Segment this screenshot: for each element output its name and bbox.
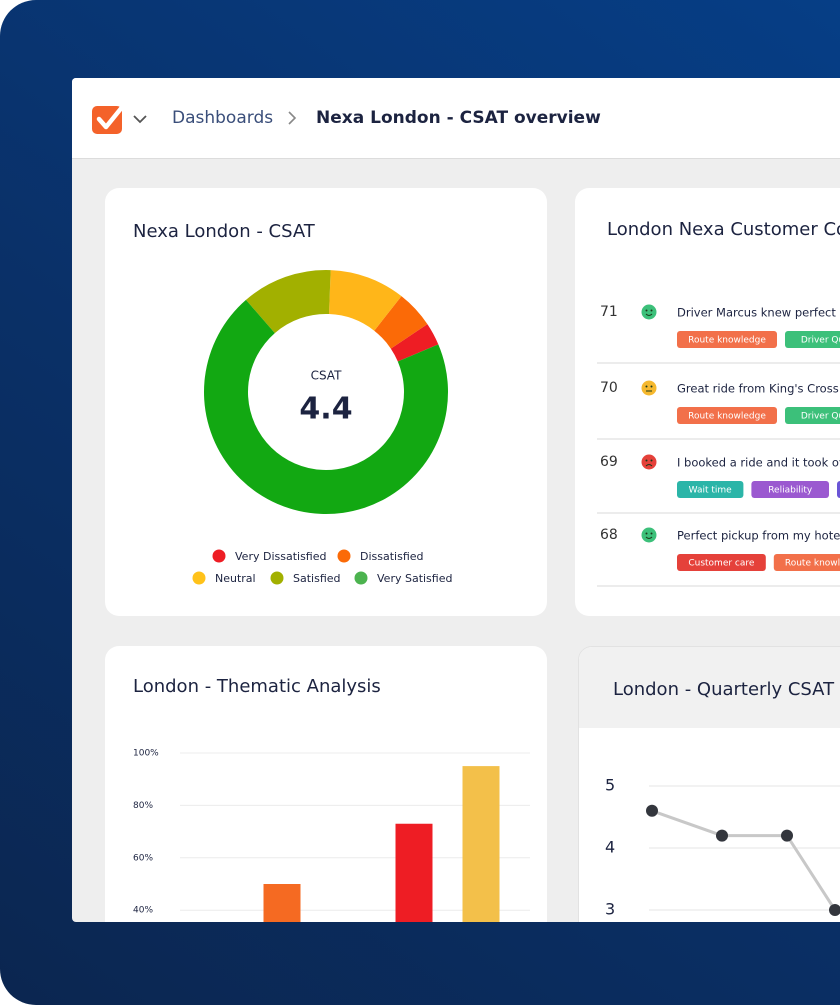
tag-label[interactable]: Reliability	[768, 486, 813, 496]
card-title: Nexa London - CSAT	[133, 221, 315, 242]
line-series	[651, 809, 837, 911]
line-point	[781, 829, 793, 842]
donut-segment	[204, 299, 449, 514]
page-title: Nexa London - CSAT overview	[316, 108, 601, 128]
donut-segment	[328, 270, 402, 331]
card-header	[579, 647, 840, 728]
legend-label[interactable]: Satisfied	[293, 572, 341, 585]
quarterly-card: London - Quarterly CSAT 5 4 3	[578, 646, 840, 922]
tag	[773, 554, 840, 571]
y-tick-label: 60%	[133, 853, 153, 863]
y-tick-label: 3	[605, 900, 615, 919]
card-title: London Nexa Customer Co	[607, 219, 840, 240]
thematic-card: London - Thematic Analysis 100% 80% 60% 40%	[105, 646, 547, 922]
tag-label[interactable]: Customer care	[688, 559, 755, 569]
bar	[395, 823, 433, 922]
sentiment-mouth	[645, 464, 653, 467]
sentiment-icon	[641, 527, 657, 543]
feedback-id: 70	[600, 380, 618, 396]
center-value: 4.4	[299, 392, 352, 427]
tag-label[interactable]: Route knowledge	[688, 336, 766, 346]
legend-swatch	[354, 571, 368, 585]
feedback-card: London Nexa Customer Co 71 Driver Marcus …	[575, 188, 840, 616]
sentiment-eye	[645, 532, 648, 535]
sentiment-eye	[645, 385, 648, 388]
donut-segment	[390, 324, 439, 362]
sentiment-eye	[650, 309, 653, 312]
tag	[785, 331, 840, 348]
line-point	[829, 904, 840, 916]
sentiment-icon	[641, 304, 657, 320]
line-point	[716, 829, 728, 842]
legend-swatch	[337, 549, 351, 563]
feedback-id: 69	[600, 454, 618, 470]
breadcrumb-link[interactable]: Dashboards	[172, 108, 274, 128]
tag-label[interactable]: Driver Quality	[801, 412, 840, 422]
card-title: London - Thematic Analysis	[133, 676, 381, 697]
tag-label[interactable]: Route knowledg	[785, 559, 840, 569]
donut-chart: CSAT 4.4 Very Dissatisfied Dissatisfied Neut…	[192, 270, 452, 585]
breadcrumb-separator	[288, 111, 297, 125]
legend-swatch	[270, 571, 284, 585]
feedback-text: Perfect pickup from my hotel i	[677, 529, 840, 543]
card-title: London - Quarterly CSAT	[613, 679, 835, 700]
legend-label[interactable]: Neutral	[215, 572, 256, 585]
tag	[677, 481, 744, 498]
bar	[263, 884, 301, 922]
sentiment-eye	[645, 459, 648, 462]
tag	[677, 554, 766, 571]
feedback-text: Driver Marcus knew perfect sh	[677, 306, 840, 320]
sentiment-icon	[641, 380, 657, 396]
tag	[837, 481, 840, 498]
tag	[751, 481, 829, 498]
tag-label[interactable]: Driver Quality	[801, 336, 840, 346]
y-tick-label: 5	[605, 776, 615, 795]
csat-card: Nexa London - CSAT CSAT 4.4 Very Dissatisf…	[105, 188, 547, 616]
top-bar: Dashboards Nexa London - CSAT overview	[72, 78, 840, 159]
legend-label[interactable]: Very Dissatisfied	[235, 550, 326, 563]
dashboard-window: Dashboards Nexa London - CSAT overview N…	[72, 78, 840, 922]
feedback-text: I booked a ride and it took ove	[677, 456, 840, 470]
sentiment-eye	[650, 385, 653, 388]
feedback-id: 71	[600, 304, 618, 320]
legend-label[interactable]: Very Satisfied	[377, 572, 452, 585]
logo[interactable]	[90, 102, 152, 138]
legend-swatch	[212, 549, 226, 563]
tag	[677, 407, 777, 424]
sentiment-eye	[650, 459, 653, 462]
sentiment-eye	[650, 532, 653, 535]
y-tick-label: 40%	[133, 906, 153, 916]
line-point	[646, 804, 658, 817]
y-tick-label: 80%	[133, 801, 153, 811]
sentiment-icon	[641, 454, 657, 470]
sentiment-eye	[645, 309, 648, 312]
tag	[785, 407, 840, 424]
sentiment-mouth	[645, 536, 653, 539]
y-tick-label: 100%	[133, 749, 159, 759]
bar-chart: 100% 80% 60% 40%	[133, 749, 530, 922]
feedback-id: 68	[600, 527, 618, 543]
feedback-text: Great ride from King's Cross to	[677, 382, 840, 396]
bar	[462, 766, 500, 922]
feedback-list: 71 Driver Marcus knew perfect sh Route kno…	[597, 304, 840, 587]
sentiment-mouth	[645, 313, 653, 316]
y-tick-label: 4	[605, 838, 615, 857]
legend-swatch	[192, 571, 206, 585]
donut-segment	[374, 296, 428, 349]
line-chart: 5 4 3	[605, 776, 840, 919]
legend-label[interactable]: Dissatisfied	[360, 550, 424, 563]
tag-label[interactable]: Wait time	[689, 486, 733, 496]
tag-label[interactable]: Route knowledge	[688, 412, 766, 422]
donut-segment	[245, 270, 331, 334]
center-label: CSAT	[311, 369, 342, 383]
tag	[677, 331, 777, 348]
